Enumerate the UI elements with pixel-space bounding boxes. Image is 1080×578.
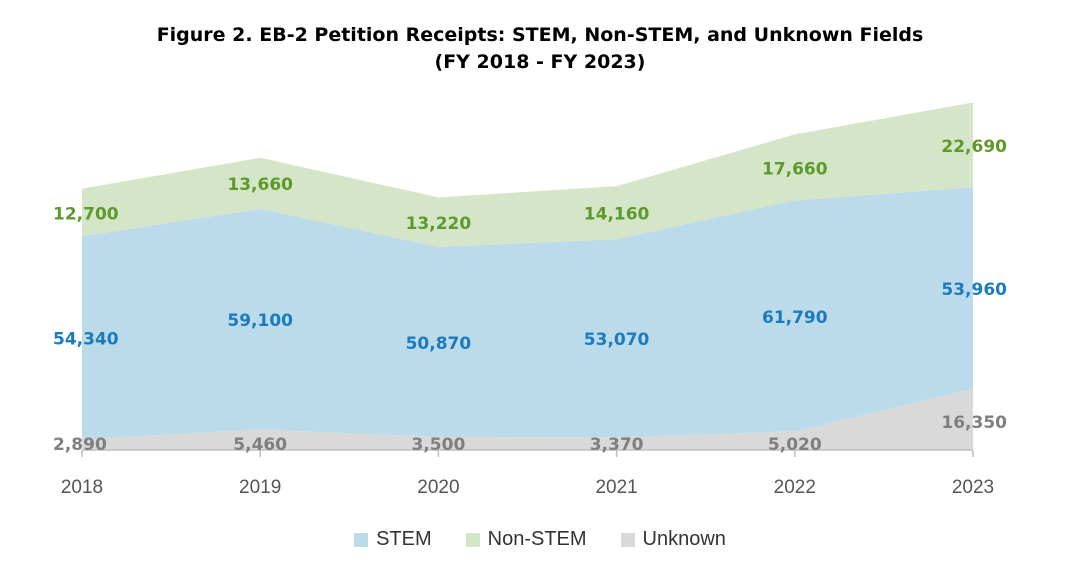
- data-label-non-stem: 13,660: [227, 175, 293, 195]
- data-label-stem: 53,960: [941, 280, 1007, 300]
- legend-item-stem: STEM: [354, 528, 432, 551]
- data-label-unknown: 3,370: [590, 435, 644, 455]
- data-label-unknown: 3,500: [412, 435, 466, 455]
- chart-subtitle: (FY 2018 - FY 2023): [434, 51, 646, 73]
- data-label-unknown: 2,890: [53, 435, 107, 455]
- area-stem: [82, 187, 973, 440]
- area-non-stem: [82, 102, 973, 247]
- data-label-unknown: 16,350: [941, 413, 1007, 433]
- x-tick-label: 2022: [774, 477, 816, 498]
- legend-swatch-stem: [354, 532, 369, 547]
- legend-label-stem: STEM: [376, 528, 432, 550]
- data-label-stem: 53,070: [584, 330, 650, 350]
- x-tick-label: 2020: [417, 477, 459, 498]
- legend-swatch-unknown: [620, 532, 635, 547]
- legend-label-unknown: Unknown: [642, 528, 726, 550]
- x-tick-label: 2023: [952, 477, 994, 498]
- data-label-non-stem: 13,220: [406, 214, 472, 234]
- data-label-stem: 61,790: [762, 308, 828, 328]
- x-tick-label: 2018: [61, 477, 103, 498]
- data-label-non-stem: 17,660: [762, 159, 828, 179]
- data-label-stem: 50,870: [406, 334, 472, 354]
- data-label-non-stem: 22,690: [941, 137, 1007, 157]
- chart-title: Figure 2. EB-2 Petition Receipts: STEM, …: [156, 24, 924, 46]
- x-tick-label: 2019: [239, 477, 281, 498]
- data-label-unknown: 5,020: [768, 435, 822, 455]
- data-label-stem: 59,100: [227, 311, 293, 331]
- x-tick-label: 2021: [595, 477, 637, 498]
- chart-legend: STEM Non-STEM Unknown: [0, 528, 1080, 551]
- data-label-non-stem: 12,700: [53, 204, 119, 224]
- legend-item-unknown: Unknown: [620, 528, 726, 551]
- chart-title-block: Figure 2. EB-2 Petition Receipts: STEM, …: [0, 22, 1080, 76]
- data-label-stem: 54,340: [53, 330, 119, 350]
- legend-swatch-non-stem: [465, 532, 480, 547]
- data-label-non-stem: 14,160: [584, 205, 650, 225]
- data-label-unknown: 5,460: [233, 435, 287, 455]
- legend-item-non-stem: Non-STEM: [465, 528, 587, 551]
- area-unknown: [82, 388, 973, 450]
- legend-label-non-stem: Non-STEM: [487, 528, 587, 550]
